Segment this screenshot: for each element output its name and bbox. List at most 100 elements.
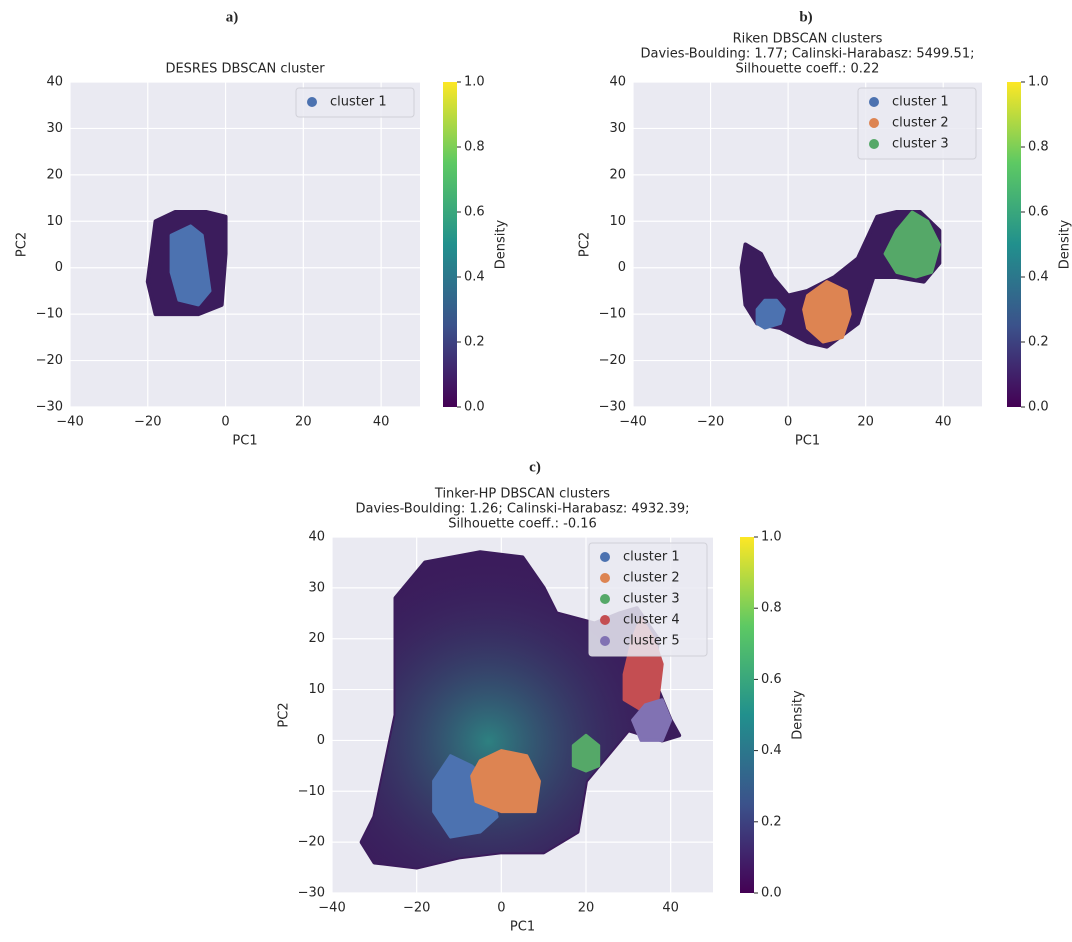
y-tick-label: 20 xyxy=(609,167,626,182)
x-tick-label: 40 xyxy=(935,415,952,430)
y-axis-label: PC2 xyxy=(578,232,593,257)
x-tick-label: 0 xyxy=(784,415,792,430)
legend-label: cluster 1 xyxy=(892,95,949,110)
y-axis-label: PC2 xyxy=(277,702,292,727)
x-tick-label: 20 xyxy=(295,415,312,430)
x-tick-label: −20 xyxy=(403,901,430,916)
y-tick-label: 0 xyxy=(618,260,626,275)
colorbar xyxy=(1007,82,1021,407)
y-tick-label: 40 xyxy=(308,530,325,545)
y-tick-label: −20 xyxy=(599,353,626,368)
y-tick-label: 0 xyxy=(317,733,325,748)
colorbar-tick-label: 0.6 xyxy=(464,205,485,220)
cluster xyxy=(757,300,784,328)
x-tick-label: 40 xyxy=(662,901,679,916)
y-tick-label: −10 xyxy=(36,307,63,322)
y-tick-label: −30 xyxy=(599,400,626,415)
legend-label: cluster 5 xyxy=(623,634,680,649)
panel-label: b) xyxy=(799,9,812,25)
y-tick-label: 20 xyxy=(308,631,325,646)
colorbar-label: Density xyxy=(1058,219,1072,269)
cluster xyxy=(573,735,598,771)
x-tick-label: −40 xyxy=(619,415,646,430)
legend-label: cluster 1 xyxy=(623,550,680,565)
colorbar-tick-label: 1.0 xyxy=(1028,75,1049,90)
colorbar-tick-label: 0.6 xyxy=(1028,205,1049,220)
legend-label: cluster 2 xyxy=(892,116,949,131)
colorbar-tick-label: 0.0 xyxy=(464,400,485,415)
y-tick-label: 30 xyxy=(609,121,626,136)
y-tick-label: −30 xyxy=(298,886,325,901)
colorbar-tick-label: 0.2 xyxy=(464,335,485,350)
legend-label: cluster 1 xyxy=(330,95,387,110)
y-tick-label: 20 xyxy=(46,167,63,182)
panel-label: a) xyxy=(226,9,239,25)
colorbar-tick-label: 0.8 xyxy=(464,140,485,155)
legend-label: cluster 4 xyxy=(623,613,680,628)
x-tick-label: −20 xyxy=(134,415,161,430)
colorbar-tick-label: 0.0 xyxy=(761,886,782,901)
chart-title: Davies-Boulding: 1.77; Calinski-Harabasz… xyxy=(641,47,975,62)
legend-label: cluster 2 xyxy=(623,571,680,586)
legend-marker xyxy=(869,118,879,128)
y-tick-label: −30 xyxy=(36,400,63,415)
x-tick-label: 0 xyxy=(497,901,505,916)
legend-marker xyxy=(600,573,610,583)
x-axis-label: PC1 xyxy=(795,434,820,449)
colorbar-tick-label: 0.2 xyxy=(761,814,782,829)
y-tick-label: 10 xyxy=(46,214,63,229)
colorbar-label: Density xyxy=(791,690,806,740)
cluster xyxy=(472,751,540,812)
legend-marker xyxy=(600,636,610,646)
legend-marker xyxy=(307,97,317,107)
legend-marker xyxy=(869,139,879,149)
chart-title: Riken DBSCAN clusters xyxy=(733,32,883,47)
plot-area xyxy=(70,82,420,407)
colorbar-tick-label: 1.0 xyxy=(761,530,782,545)
x-tick-label: 20 xyxy=(578,901,595,916)
y-tick-label: 10 xyxy=(308,682,325,697)
legend-marker xyxy=(600,615,610,625)
panel-label: c) xyxy=(529,459,541,475)
colorbar-tick-label: 0.4 xyxy=(464,270,485,285)
y-axis-label: PC2 xyxy=(15,232,30,257)
chart-title: DESRES DBSCAN cluster xyxy=(165,62,325,77)
colorbar-tick-label: 0.4 xyxy=(761,743,782,758)
x-tick-label: 0 xyxy=(221,415,229,430)
colorbar-tick-label: 0.8 xyxy=(1028,140,1049,155)
y-tick-label: −20 xyxy=(298,835,325,850)
colorbar-tick-label: 0.4 xyxy=(1028,270,1049,285)
legend-marker xyxy=(600,552,610,562)
colorbar-tick-label: 0.6 xyxy=(761,672,782,687)
colorbar-tick-label: 0.8 xyxy=(761,601,782,616)
x-tick-label: −20 xyxy=(697,415,724,430)
legend-marker xyxy=(869,97,879,107)
y-tick-label: 40 xyxy=(46,75,63,90)
y-tick-label: 30 xyxy=(308,580,325,595)
x-axis-label: PC1 xyxy=(510,920,535,935)
legend-marker xyxy=(600,594,610,604)
colorbar-tick-label: 1.0 xyxy=(464,75,485,90)
y-tick-label: 10 xyxy=(609,214,626,229)
chart-title: Tinker-HP DBSCAN clusters xyxy=(434,487,610,502)
y-tick-label: 0 xyxy=(55,260,63,275)
chart-title: Silhouette coeff.: -0.16 xyxy=(448,517,597,532)
x-tick-label: −40 xyxy=(318,901,345,916)
x-tick-label: 20 xyxy=(857,415,874,430)
colorbar-label: Density xyxy=(494,219,509,269)
y-tick-label: −20 xyxy=(36,353,63,368)
chart-title: Davies-Boulding: 1.26; Calinski-Harabasz… xyxy=(356,502,690,517)
x-axis-label: PC1 xyxy=(232,434,257,449)
y-tick-label: −10 xyxy=(298,784,325,799)
chart-title: Silhouette coeff.: 0.22 xyxy=(736,62,880,77)
legend-label: cluster 3 xyxy=(623,592,680,607)
legend-label: cluster 3 xyxy=(892,137,949,152)
colorbar xyxy=(740,537,754,893)
colorbar xyxy=(443,82,457,407)
x-tick-label: 40 xyxy=(373,415,390,430)
y-tick-label: −10 xyxy=(599,307,626,322)
colorbar-tick-label: 0.0 xyxy=(1028,400,1049,415)
x-tick-label: −40 xyxy=(56,415,83,430)
y-tick-label: 30 xyxy=(46,121,63,136)
